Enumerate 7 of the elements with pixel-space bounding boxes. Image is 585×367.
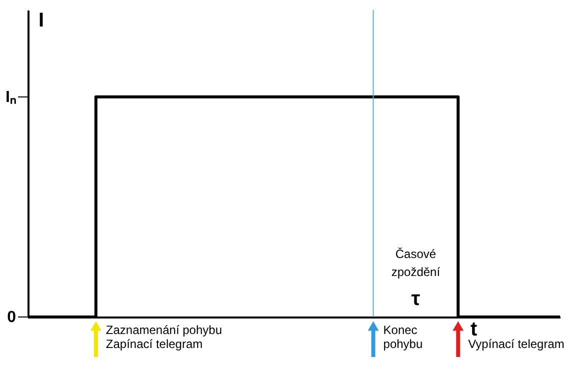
text: Zaznamenání pohybu Zapínací telegram <box>106 323 222 351</box>
text: Konec pohybu <box>383 323 423 351</box>
annotation: τ <box>411 288 420 310</box>
text: Iₙ <box>6 88 16 106</box>
text: 0 <box>7 309 16 326</box>
y-axis-title: I <box>38 10 44 32</box>
annotation: Časové zpoždění <box>391 247 441 279</box>
